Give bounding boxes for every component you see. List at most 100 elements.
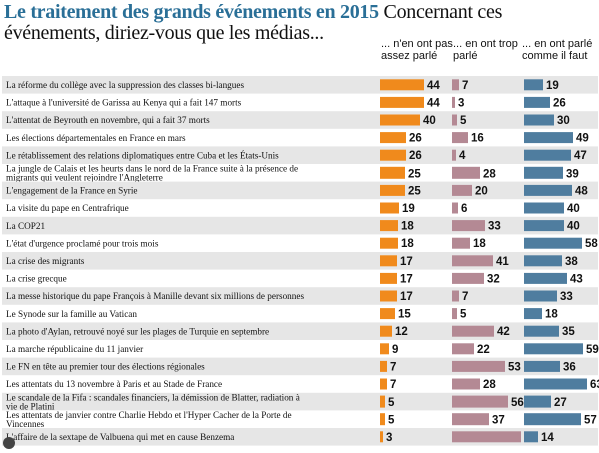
bar [452,79,459,91]
category-label: Les attentats de janvier contre Charlie … [6,410,292,429]
bar-value-label: 53 [508,361,521,373]
bar [452,202,458,214]
row-background [2,428,598,446]
bar-value-label: 30 [557,115,570,127]
bar-value-label: 47 [574,150,587,162]
bar [380,79,424,91]
bar-value-label: 57 [584,415,597,427]
bar [452,255,493,267]
bar [380,272,397,284]
bar [380,237,398,249]
bar [524,308,542,320]
bar [452,96,455,108]
bar-value-label: 17 [400,291,413,303]
bar-value-label: 43 [570,273,583,285]
column-header-too-much: ... en ont trop parlé [453,38,518,62]
bar [380,360,387,372]
bar [524,114,554,126]
bar-value-label: 14 [541,432,554,444]
bar [524,184,572,196]
bar-value-label: 32 [487,273,500,285]
bar [524,220,564,232]
bar [380,343,389,355]
bar-value-label: 26 [553,97,566,109]
bar [380,220,398,232]
bar-value-label: 19 [402,203,415,215]
bar [452,431,521,443]
bar-value-label: 25 [408,185,421,197]
bar [452,166,480,179]
bar [380,378,387,390]
bar-value-label: 22 [477,344,490,356]
bar [380,96,424,108]
bar [524,79,543,91]
bar-value-label: 18 [545,309,558,321]
bar [380,325,392,337]
bar-value-label: 58 [585,238,598,250]
bar-value-label: 28 [483,168,496,180]
row-background [2,181,598,200]
bar [524,360,560,372]
bar-value-label: 7 [462,80,468,92]
bar-value-label: 3 [386,432,392,444]
bar-value-label: 28 [483,379,496,391]
bar [380,413,385,426]
bar [524,237,582,249]
bar-value-label: 44 [427,80,440,92]
category-label: Les attentats du 13 novembre à Paris et … [6,379,222,389]
bar [380,184,405,196]
column-header-right-amount: ... en ont parlé comme il faut [522,38,593,62]
bar [380,149,406,161]
bar [524,149,571,161]
bar [524,431,538,443]
bar-value-label: 44 [427,97,440,109]
bar [380,202,399,214]
row-background [2,252,598,270]
bar-value-label: 35 [562,326,575,338]
bar-value-label: 15 [398,309,411,321]
row-background [2,357,598,376]
category-label: Le Synode sur la famille au Vatican [6,309,137,319]
bar-value-label: 41 [496,256,509,268]
bar-value-label: 20 [475,185,488,197]
bar [380,308,395,320]
category-label: L'attentat de Beyrouth en novembre, qui … [6,115,210,125]
bar-value-label: 39 [566,168,579,180]
category-label: La crise grecque [6,274,67,284]
bar-value-label: 18 [401,221,414,233]
category-label: La photo d'Aylan, retrouvé noyé sur les … [6,326,269,336]
chart-title-bold: Le traitement des grands événements en 2… [4,1,379,23]
bar [452,360,505,372]
bar [380,395,385,408]
category-label: Le scandale de la Fifa : scandales finan… [6,392,300,411]
bar [380,290,397,302]
bar [524,378,587,390]
bar-value-label: 37 [492,415,505,427]
bar [452,220,485,232]
row-background [2,287,598,305]
column-header-not-enough: ... n'en ont pas assez parlé [381,38,453,62]
bar-value-label: 17 [400,273,413,285]
bar-value-label: 25 [408,168,421,180]
category-label: Le FN en tête au premier tour des électi… [6,362,205,372]
row-background [2,146,598,164]
bar-value-label: 5 [460,309,467,321]
bar [524,272,567,284]
bar [524,343,583,355]
bar-value-label: 40 [567,221,580,233]
category-label: La marche républicaine du 11 janvier [6,344,143,354]
bar-value-label: 33 [488,221,501,233]
category-label: L'affaire de la sextape de Valbuena qui … [6,432,234,442]
chart-subtitle: Concernant ces événements, diriez-vous q… [4,1,503,44]
bar [452,413,489,426]
bar-value-label: 38 [565,256,578,268]
category-label: L'attaque à l'université de Garissa au K… [6,98,242,108]
category-label: La COP21 [6,221,45,231]
bar-value-label: 48 [575,185,588,197]
bar [524,132,573,144]
category-label: L'état d'urgence proclamé pour trois moi… [6,238,159,248]
bar-value-label: 7 [390,361,396,373]
bar-value-label: 49 [576,133,589,145]
bar [452,343,474,355]
row-background [2,111,598,129]
